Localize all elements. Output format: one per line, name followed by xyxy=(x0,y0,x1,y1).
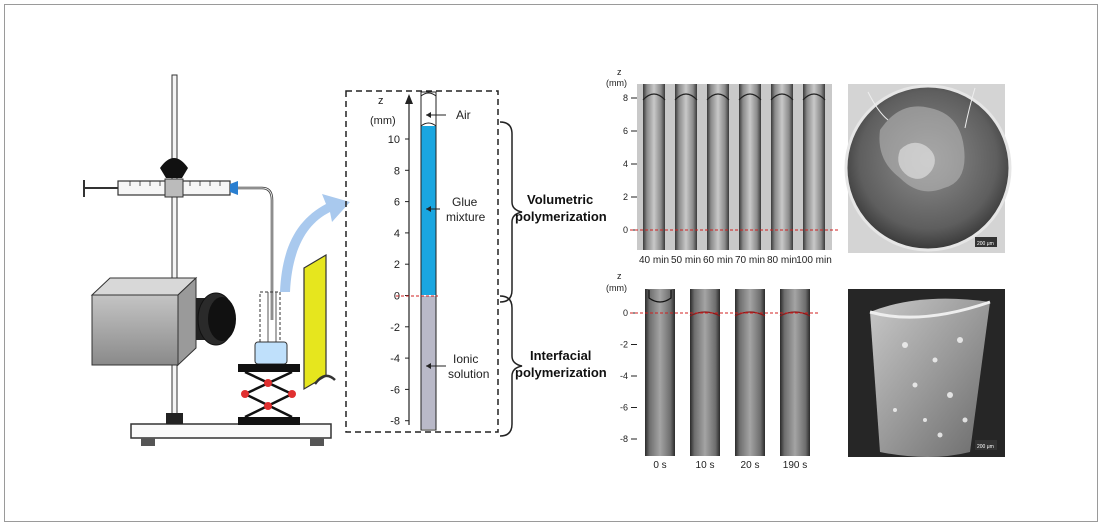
stand-base xyxy=(130,423,332,439)
interfacial-label-line2: polymerization xyxy=(515,365,607,380)
top-tick-label: 4 xyxy=(623,159,628,169)
top-tube-frame xyxy=(707,84,729,250)
cuvette xyxy=(254,341,288,365)
zoom-tube xyxy=(396,91,438,431)
top-frame-label: 60 min xyxy=(703,255,733,266)
z-axis-unit: (mm) xyxy=(370,115,396,127)
tube-annotations: Air Glue mixture Ionic solution xyxy=(426,108,489,381)
sem-bottom-scale: 200 μm xyxy=(977,444,994,450)
top-tick-label: 0 xyxy=(623,225,628,235)
z-axis-label: z xyxy=(378,95,384,107)
z-tick-label: 8 xyxy=(394,165,400,177)
z-axis: z (mm) 1086420-2-4-6-8 xyxy=(370,94,413,428)
bottom-tick-label: -4 xyxy=(620,371,628,381)
apparatus-illustration xyxy=(83,74,350,446)
bottom-tube-frames xyxy=(645,289,811,456)
bottom-frame-label: 10 s xyxy=(696,460,715,471)
glue-label-line2: mixture xyxy=(446,210,486,224)
bottom-axis-ticks: 0 -2 -4 -6 -8 xyxy=(620,308,637,444)
zoom-box xyxy=(345,90,499,433)
z-axis-ticks: 1086420-2-4-6-8 xyxy=(388,134,409,428)
bottom-unit-label: (mm) xyxy=(606,283,627,293)
bottom-meniscus xyxy=(779,311,811,317)
top-meniscus xyxy=(642,93,666,101)
sem-image-bottom: 200 μm xyxy=(848,289,1005,457)
bottom-tick-label: -6 xyxy=(620,403,628,413)
bottom-tube-frame xyxy=(645,289,675,456)
bottom-meniscus xyxy=(689,311,721,317)
top-tube-frame xyxy=(739,84,761,250)
syringe-icon xyxy=(83,178,238,198)
interfacial-brace: Interfacial polymerization xyxy=(499,295,607,437)
stand-pole xyxy=(171,74,178,418)
bottom-meniscus xyxy=(648,290,672,303)
bottom-time-series: z (mm) 0 -2 -4 -6 -8 0 s 10 s 20 s 190 s xyxy=(606,271,818,471)
bottom-z-label: z xyxy=(617,271,622,281)
bottom-meniscus xyxy=(734,311,766,317)
interfacial-label-line1: Interfacial xyxy=(530,348,591,363)
zoom-arrow-icon xyxy=(280,194,350,292)
top-frame-label: 50 min xyxy=(671,255,701,266)
top-tick-label: 2 xyxy=(623,192,628,202)
z-tick-label: -2 xyxy=(390,322,400,334)
top-tube-frame xyxy=(803,84,825,250)
top-tick-label: 8 xyxy=(623,93,628,103)
z-tick-label: -4 xyxy=(390,353,400,365)
bottom-tick-label: -2 xyxy=(620,340,628,350)
bottom-tube-frame xyxy=(735,289,765,456)
top-meniscus xyxy=(706,93,730,101)
lab-jack-icon xyxy=(238,364,300,425)
bottom-frame-label: 190 s xyxy=(783,460,807,471)
bottom-tube-frame xyxy=(690,289,720,456)
camera-icon xyxy=(90,276,236,367)
bottom-tube-frame xyxy=(780,289,810,456)
volumetric-label-line1: Volumetric xyxy=(527,192,593,207)
bottom-frame-label: 20 s xyxy=(741,460,760,471)
tubing xyxy=(238,186,274,320)
top-tube-frame xyxy=(771,84,793,250)
top-tick-label: 6 xyxy=(623,126,628,136)
ionic-label-line2: solution xyxy=(448,367,489,381)
top-meniscus xyxy=(802,93,826,101)
top-axis-ticks: 8 6 4 2 0 xyxy=(623,93,637,235)
volumetric-label-line2: polymerization xyxy=(515,209,607,224)
sem-image-top: 200 μm xyxy=(844,84,1012,253)
volumetric-brace: Volumetric polymerization xyxy=(499,121,607,303)
top-frame-label: 40 min xyxy=(639,255,669,266)
top-meniscus xyxy=(674,93,698,101)
top-meniscus xyxy=(738,93,762,101)
top-time-series: z (mm) 8 6 4 2 0 40 min 50 min 60 min 70 min 80 … xyxy=(606,67,840,266)
top-unit-label: (mm) xyxy=(606,78,627,88)
bottom-frame-label: 0 s xyxy=(653,460,666,471)
top-frame-labels: 40 min 50 min 60 min 70 min 80 min 100 min xyxy=(639,255,832,266)
top-tube-frame xyxy=(643,84,665,250)
bottom-tick-label: 0 xyxy=(623,308,628,318)
bottom-tick-label: -8 xyxy=(620,434,628,444)
top-frame-label: 100 min xyxy=(796,255,832,266)
clamp-icon xyxy=(160,158,188,178)
bottom-frame-labels: 0 s 10 s 20 s 190 s xyxy=(653,460,807,471)
top-z-label: z xyxy=(617,67,622,77)
ionic-solution-region xyxy=(421,296,436,429)
top-tube-frames xyxy=(642,84,826,250)
top-frame-label: 80 min xyxy=(767,255,797,266)
capillary-region xyxy=(259,291,281,343)
z-tick-label: 2 xyxy=(394,259,400,271)
z-tick-label: -6 xyxy=(390,384,400,396)
z-tick-label: 4 xyxy=(394,228,400,240)
z-tick-label: 6 xyxy=(394,197,400,209)
ionic-label-line1: Ionic xyxy=(453,352,478,366)
air-label: Air xyxy=(456,108,471,122)
z-tick-label: -8 xyxy=(390,416,400,428)
light-screen xyxy=(303,253,327,391)
top-tube-frame xyxy=(675,84,697,250)
top-frame-label: 70 min xyxy=(735,255,765,266)
z-tick-label: 10 xyxy=(388,134,400,146)
sem-top-scale: 200 μm xyxy=(977,241,994,247)
top-meniscus xyxy=(770,93,794,101)
glue-label-line1: Glue xyxy=(452,195,478,209)
